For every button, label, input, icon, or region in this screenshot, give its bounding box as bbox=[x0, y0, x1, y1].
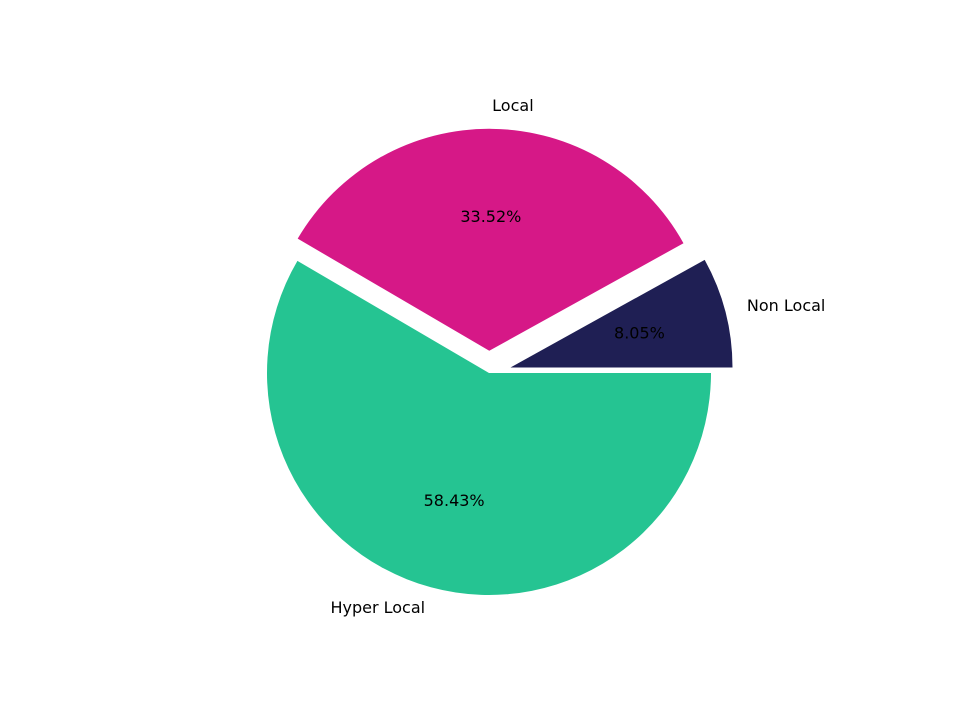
value-label: 8.05% bbox=[614, 324, 665, 343]
pie-slice bbox=[267, 260, 711, 595]
slice-label: Hyper Local bbox=[330, 598, 425, 617]
slice-label: Non Local bbox=[747, 296, 825, 315]
pie-slice bbox=[297, 128, 684, 351]
slice-label: Local bbox=[492, 96, 533, 115]
value-label: 33.52% bbox=[460, 207, 521, 226]
pie-slice bbox=[510, 259, 733, 368]
value-label: 58.43% bbox=[424, 491, 485, 510]
